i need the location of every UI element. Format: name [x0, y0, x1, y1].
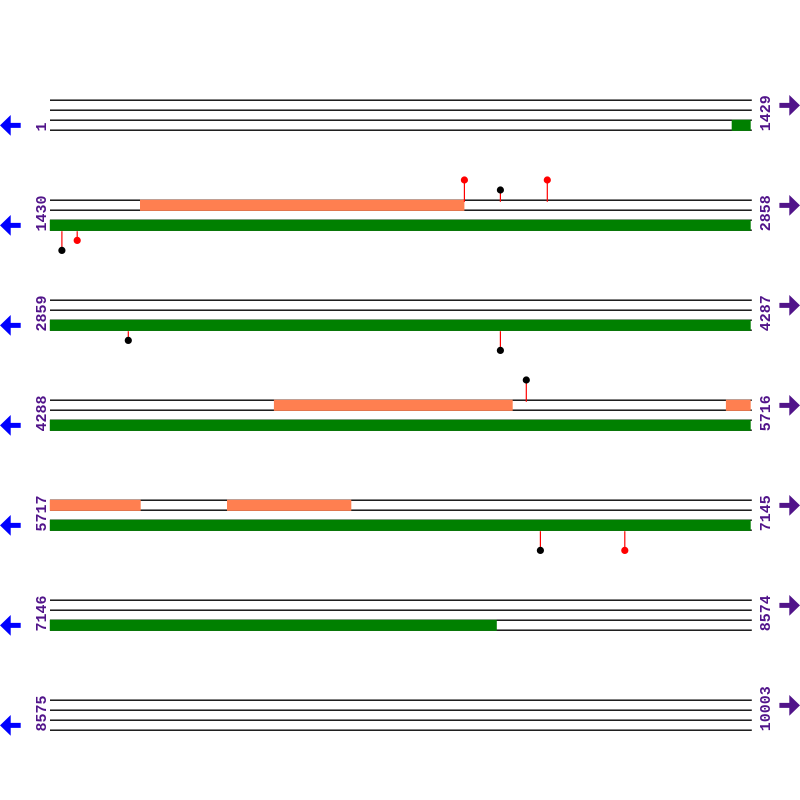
svg-text:2859: 2859	[34, 295, 51, 331]
svg-text:8574: 8574	[758, 595, 775, 631]
svg-text:10003: 10003	[758, 686, 775, 731]
svg-text:7145: 7145	[758, 495, 775, 531]
svg-text:4287: 4287	[758, 295, 775, 331]
svg-text:8575: 8575	[34, 695, 51, 731]
svg-text:1429: 1429	[758, 95, 775, 131]
svg-text:5717: 5717	[34, 495, 51, 531]
svg-text:4288: 4288	[34, 395, 51, 431]
svg-text:5716: 5716	[758, 395, 775, 431]
svg-text:2858: 2858	[758, 195, 775, 231]
svg-text:1430: 1430	[34, 195, 51, 231]
svg-text:1: 1	[34, 122, 51, 131]
svg-text:7146: 7146	[34, 595, 51, 631]
